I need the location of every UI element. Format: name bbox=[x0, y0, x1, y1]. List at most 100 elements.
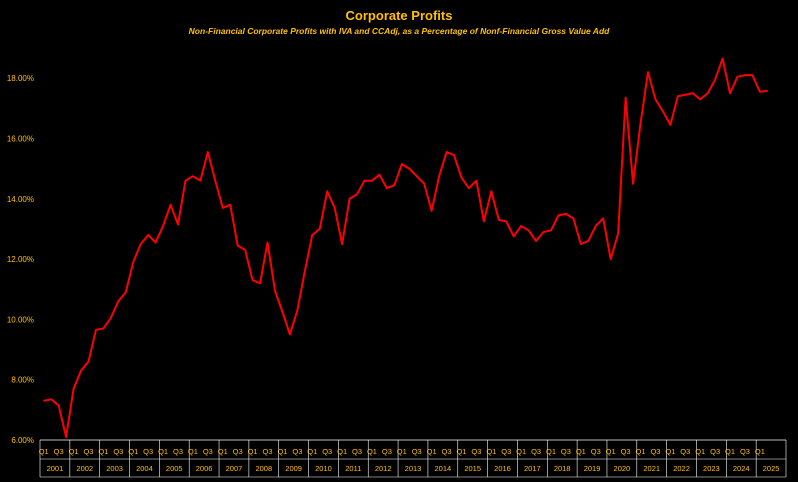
data-point bbox=[498, 219, 500, 221]
quarter-label: Q1 bbox=[39, 447, 49, 456]
data-point bbox=[393, 184, 395, 186]
data-point bbox=[572, 217, 574, 219]
data-point bbox=[371, 180, 373, 182]
year-label: 2016 bbox=[494, 464, 511, 473]
year-label: 2003 bbox=[106, 464, 123, 473]
y-tick-label: 10.00% bbox=[7, 315, 34, 324]
data-point bbox=[535, 240, 537, 242]
quarter-label: Q3 bbox=[740, 447, 750, 456]
quarter-label: Q1 bbox=[188, 447, 198, 456]
data-point bbox=[237, 244, 239, 247]
quarter-label: Q3 bbox=[650, 447, 660, 456]
year-label: 2001 bbox=[47, 464, 64, 473]
year-label: 2015 bbox=[464, 464, 481, 473]
data-point bbox=[475, 180, 478, 182]
year-label: 2023 bbox=[703, 464, 720, 473]
data-point bbox=[714, 79, 716, 81]
data-point bbox=[334, 207, 336, 209]
quarter-label: Q3 bbox=[322, 447, 332, 456]
quarter-label: Q3 bbox=[680, 447, 690, 456]
data-point bbox=[326, 190, 328, 192]
y-tick-label: 8.00% bbox=[11, 376, 34, 385]
data-point bbox=[453, 154, 455, 156]
year-label: 2021 bbox=[643, 464, 660, 473]
y-tick-label: 18.00% bbox=[7, 74, 34, 83]
quarter-label: Q1 bbox=[725, 447, 735, 456]
quarter-label: Q3 bbox=[292, 447, 302, 456]
year-label: 2010 bbox=[315, 464, 332, 473]
quarter-label: Q1 bbox=[546, 447, 556, 456]
quarter-label: Q3 bbox=[352, 447, 362, 456]
data-point bbox=[319, 228, 321, 230]
data-point bbox=[102, 327, 105, 330]
data-point bbox=[65, 436, 67, 438]
data-point bbox=[505, 220, 507, 222]
data-point bbox=[460, 177, 463, 179]
data-point bbox=[214, 180, 216, 182]
quarter-label: Q1 bbox=[486, 447, 496, 456]
data-point bbox=[602, 217, 604, 219]
year-label: 2005 bbox=[166, 464, 183, 473]
data-point bbox=[490, 190, 492, 192]
data-point bbox=[311, 234, 313, 236]
quarter-label: Q3 bbox=[233, 447, 243, 456]
quarter-label: Q1 bbox=[695, 447, 705, 456]
data-point bbox=[378, 174, 381, 176]
year-label: 2011 bbox=[345, 464, 361, 473]
year-label: 2002 bbox=[76, 464, 93, 473]
data-point bbox=[595, 225, 597, 227]
quarter-label: Q1 bbox=[98, 447, 108, 456]
quarter-label: Q1 bbox=[755, 447, 765, 456]
year-label: 2012 bbox=[375, 464, 392, 473]
year-label: 2014 bbox=[434, 464, 451, 473]
data-point bbox=[639, 122, 642, 125]
quarter-label: Q1 bbox=[248, 447, 258, 456]
year-label: 2006 bbox=[196, 464, 213, 473]
data-point bbox=[625, 97, 627, 99]
data-point bbox=[95, 329, 97, 331]
quarter-label: Q1 bbox=[218, 447, 228, 456]
y-tick-label: 6.00% bbox=[11, 436, 34, 445]
data-point bbox=[140, 243, 142, 245]
data-point bbox=[431, 210, 433, 212]
quarter-label: Q3 bbox=[531, 447, 541, 456]
data-point bbox=[721, 57, 724, 60]
data-point bbox=[80, 370, 82, 372]
y-tick-label: 16.00% bbox=[7, 134, 34, 143]
data-point bbox=[684, 94, 686, 96]
quarter-label: Q1 bbox=[636, 447, 646, 456]
year-label: 2018 bbox=[554, 464, 571, 473]
data-point bbox=[744, 74, 746, 76]
year-label: 2025 bbox=[763, 464, 780, 473]
quarter-label: Q3 bbox=[412, 447, 422, 456]
year-label: 2009 bbox=[285, 464, 302, 473]
data-point bbox=[58, 404, 60, 406]
data-point bbox=[736, 76, 739, 78]
quarter-label: Q1 bbox=[367, 447, 377, 456]
data-point bbox=[751, 74, 754, 76]
data-point bbox=[565, 213, 567, 215]
data-point bbox=[445, 151, 448, 153]
data-point bbox=[244, 249, 246, 251]
data-point bbox=[610, 258, 612, 260]
data-point bbox=[766, 90, 768, 92]
y-tick-label: 14.00% bbox=[7, 195, 34, 204]
data-point bbox=[632, 183, 634, 185]
quarter-label: Q1 bbox=[606, 447, 616, 456]
quarter-label: Q3 bbox=[83, 447, 93, 456]
quarter-label: Q3 bbox=[382, 447, 392, 456]
quarter-label: Q3 bbox=[621, 447, 631, 456]
data-point bbox=[363, 180, 366, 182]
year-label: 2017 bbox=[524, 464, 541, 473]
data-point bbox=[296, 309, 298, 311]
quarter-label: Q3 bbox=[113, 447, 123, 456]
quarter-label: Q1 bbox=[69, 447, 79, 456]
data-point bbox=[408, 168, 410, 170]
data-point bbox=[252, 279, 254, 281]
data-point bbox=[617, 232, 619, 235]
quarter-label: Q3 bbox=[143, 447, 153, 456]
quarter-label: Q1 bbox=[337, 447, 347, 456]
data-point bbox=[669, 124, 671, 126]
data-point bbox=[677, 95, 679, 97]
